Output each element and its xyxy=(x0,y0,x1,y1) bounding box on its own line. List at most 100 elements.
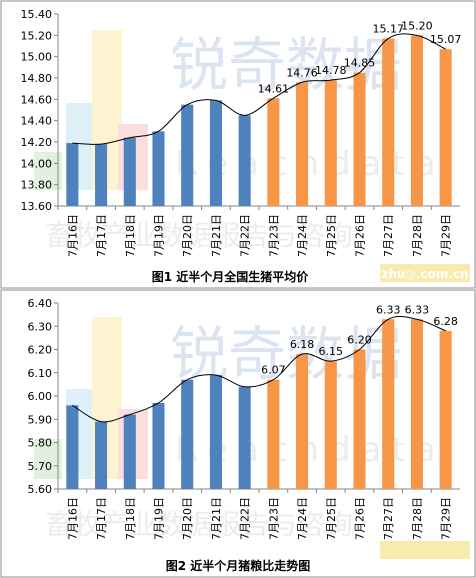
bar xyxy=(209,100,222,206)
y-tick-label: 6.00 xyxy=(28,390,53,403)
bar xyxy=(238,386,251,489)
bar xyxy=(123,414,136,489)
bar xyxy=(324,361,337,489)
x-tick-label: 7月22日 xyxy=(239,497,252,540)
y-tick-label: 15.00 xyxy=(21,51,53,64)
x-tick-label: 7月20日 xyxy=(181,214,194,257)
bar xyxy=(181,104,194,206)
trend-line xyxy=(72,316,446,423)
x-tick-label: 7月24日 xyxy=(296,214,309,257)
x-tick-label: 7月23日 xyxy=(267,497,280,540)
data-label: 6.20 xyxy=(347,334,372,347)
bar xyxy=(410,319,423,489)
watermark-logo-cn2: 畜牧产业数据报告与咨询 xyxy=(45,508,353,541)
x-tick-label: 7月29日 xyxy=(440,497,453,540)
bar xyxy=(181,379,194,489)
x-tick-label: 7月28日 xyxy=(411,497,424,540)
y-tick-label: 6.30 xyxy=(28,320,53,333)
bar xyxy=(296,354,309,489)
y-tick-label: 13.60 xyxy=(21,200,53,213)
bar xyxy=(353,349,366,489)
y-tick-label: 14.40 xyxy=(21,115,53,128)
y-tick-label: 6.10 xyxy=(28,367,53,380)
watermark-logo-cn2: 畜牧产业数据报告与咨询 xyxy=(45,219,353,252)
x-tick-label: 7月17日 xyxy=(95,214,108,257)
x-tick-label: 7月16日 xyxy=(66,214,79,257)
y-tick-label: 5.90 xyxy=(28,413,53,426)
x-tick-label: 7月27日 xyxy=(382,497,395,540)
y-tick-label: 14.80 xyxy=(21,72,53,85)
data-label: 15.07 xyxy=(430,33,462,46)
watermark-badge xyxy=(380,264,470,282)
bar xyxy=(439,330,452,489)
bar xyxy=(66,405,79,489)
x-tick-label: 7月23日 xyxy=(267,214,280,257)
y-tick-label: 5.80 xyxy=(28,437,53,450)
chart-2-frame xyxy=(0,289,476,578)
chart-title: 图1 近半个月全国生猪平均价 xyxy=(152,269,310,284)
y-tick-label: 15.40 xyxy=(21,8,53,21)
data-label: 6.18 xyxy=(290,338,315,351)
x-tick-label: 7月18日 xyxy=(124,497,137,540)
data-label: 14.78 xyxy=(315,64,347,77)
data-label: 6.28 xyxy=(433,315,458,328)
data-label: 6.07 xyxy=(261,364,286,377)
bar xyxy=(296,82,309,206)
bar xyxy=(382,38,395,207)
watermark-logo-cn: 锐奇数据 xyxy=(170,320,402,388)
data-label: 15.20 xyxy=(401,19,433,32)
bar xyxy=(324,80,337,206)
x-tick-label: 7月27日 xyxy=(382,214,395,257)
data-label: 6.33 xyxy=(405,303,430,316)
bar xyxy=(382,319,395,489)
x-tick-label: 7月21日 xyxy=(210,497,223,540)
data-label: 14.85 xyxy=(344,57,376,70)
x-tick-label: 7月25日 xyxy=(325,497,338,540)
chart-title: 图2 近半个月猪粮比走势图 xyxy=(166,558,311,573)
y-tick-label: 14.00 xyxy=(21,157,53,170)
chart-panel-2: 锐奇数据 Reachdata 畜牧产业数据报告与咨询 5.60 5.70 5.80 5… xyxy=(0,289,476,578)
x-tick-label: 7月18日 xyxy=(124,214,137,257)
chart-1: 锐奇数据 Reachdata 畜牧产业数据报告与咨询 13.6013.8014.… xyxy=(0,0,476,289)
y-tick-label: 15.20 xyxy=(21,29,53,42)
x-tick-label: 7月24日 xyxy=(296,497,309,540)
watermark-badge xyxy=(380,541,470,559)
bar xyxy=(152,402,165,489)
watermark-site: zhu◎.com.cn xyxy=(381,267,468,281)
y-tick-label: 14.60 xyxy=(21,93,53,106)
x-tick-label: 7月26日 xyxy=(354,497,367,540)
x-tick-label: 7月16日 xyxy=(66,497,79,540)
data-label: 14.76 xyxy=(286,66,318,79)
bar xyxy=(209,375,222,489)
bar xyxy=(123,137,136,206)
bar xyxy=(95,144,108,206)
y-tick-label: 6.20 xyxy=(28,344,53,357)
x-tick-label: 7月21日 xyxy=(210,214,223,257)
chart-panel-1: 锐奇数据 Reachdata 畜牧产业数据报告与咨询 13.60 13.80 14.… xyxy=(0,0,476,289)
chart-1-frame xyxy=(0,0,476,289)
x-tick-label: 7月25日 xyxy=(325,214,338,257)
data-label: 6.33 xyxy=(376,303,401,316)
y-tick-label: 5.70 xyxy=(28,460,53,473)
bar xyxy=(353,72,366,207)
x-tick-label: 7月22日 xyxy=(239,214,252,257)
bar xyxy=(66,143,79,206)
x-tick-label: 7月20日 xyxy=(181,497,194,540)
chart-2: 锐奇数据 Reachdata 畜牧产业数据报告与咨询 5.605.705.805… xyxy=(0,289,476,578)
bar xyxy=(152,131,165,206)
x-tick-label: 7月28日 xyxy=(411,214,424,257)
x-tick-label: 7月29日 xyxy=(440,214,453,257)
bar xyxy=(267,379,280,489)
data-label: 14.61 xyxy=(258,82,290,95)
bar xyxy=(238,115,251,206)
y-tick-label: 13.80 xyxy=(21,179,53,192)
x-tick-label: 7月17日 xyxy=(95,497,108,540)
trend-line xyxy=(72,33,446,145)
y-tick-label: 14.20 xyxy=(21,136,53,149)
x-tick-label: 7月19日 xyxy=(153,497,166,540)
x-tick-label: 7月26日 xyxy=(354,214,367,257)
bar xyxy=(439,49,452,207)
y-tick-label: 5.60 xyxy=(28,483,53,496)
data-label: 15.17 xyxy=(372,23,404,36)
data-label: 6.15 xyxy=(319,345,344,358)
